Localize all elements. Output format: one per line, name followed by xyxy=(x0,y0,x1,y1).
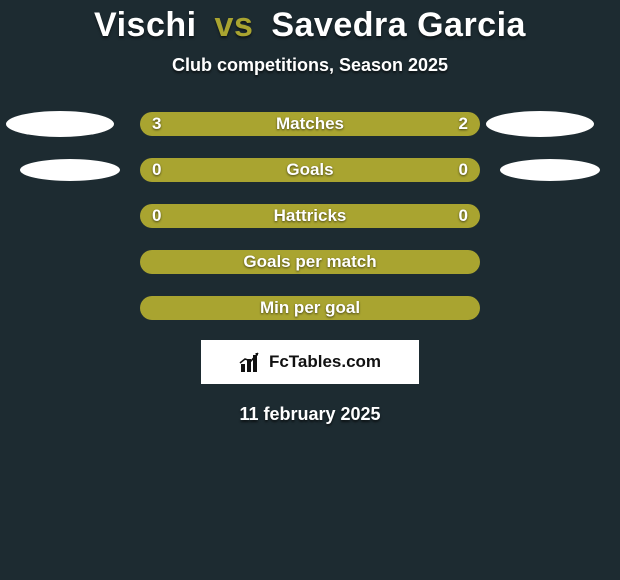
stats-rows: Matches32Goals00Hattricks00Goals per mat… xyxy=(0,112,620,320)
source-logo-text: FcTables.com xyxy=(269,352,381,372)
vs-separator: vs xyxy=(215,6,254,44)
page-title: Vischi vs Savedra Garcia xyxy=(0,6,620,45)
stat-bar: Hattricks xyxy=(140,204,480,228)
subtitle: Club competitions, Season 2025 xyxy=(0,55,620,76)
player-ellipse xyxy=(486,111,594,137)
player2-name: Savedra Garcia xyxy=(271,6,526,44)
player-ellipse xyxy=(6,111,114,137)
bar-chart-icon xyxy=(239,352,263,372)
stat-value-right: 0 xyxy=(459,204,468,228)
stat-value-left: 0 xyxy=(152,204,161,228)
stat-label: Min per goal xyxy=(140,296,480,320)
stat-row: Min per goal xyxy=(0,296,620,320)
stat-bar: Goals per match xyxy=(140,250,480,274)
stat-value-left: 0 xyxy=(152,158,161,182)
player-ellipse xyxy=(500,159,600,181)
comparison-infographic: Vischi vs Savedra Garcia Club competitio… xyxy=(0,6,620,580)
stat-label: Goals per match xyxy=(140,250,480,274)
infographic-date: 11 february 2025 xyxy=(0,404,620,425)
stat-label: Goals xyxy=(140,158,480,182)
stat-label: Matches xyxy=(140,112,480,136)
stat-label: Hattricks xyxy=(140,204,480,228)
stat-value-left: 3 xyxy=(152,112,161,136)
stat-value-right: 0 xyxy=(459,158,468,182)
stat-bar: Goals xyxy=(140,158,480,182)
stat-bar: Matches xyxy=(140,112,480,136)
player1-name: Vischi xyxy=(94,6,197,44)
source-logo: FcTables.com xyxy=(201,340,419,384)
stat-bar: Min per goal xyxy=(140,296,480,320)
stat-row: Hattricks0 0 xyxy=(0,204,620,228)
player-ellipse xyxy=(20,159,120,181)
stat-value-right: 2 xyxy=(459,112,468,136)
stat-row: Goals per match xyxy=(0,250,620,274)
